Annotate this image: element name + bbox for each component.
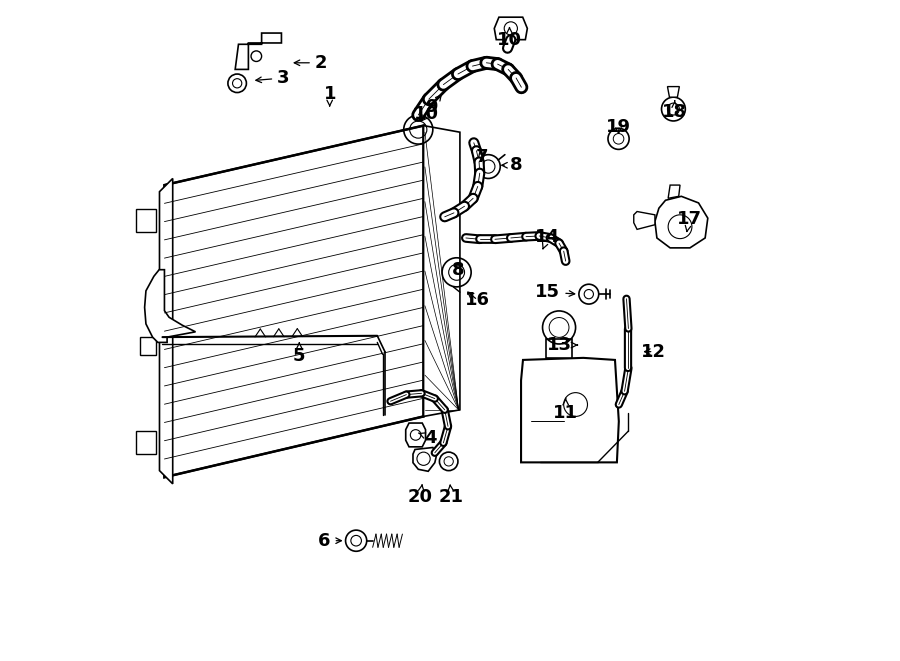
- Text: 6: 6: [319, 531, 341, 550]
- Text: 12: 12: [641, 342, 666, 361]
- Text: 16: 16: [465, 291, 491, 309]
- Text: 7: 7: [475, 148, 488, 167]
- Polygon shape: [413, 447, 436, 471]
- Polygon shape: [668, 87, 680, 97]
- Polygon shape: [137, 209, 157, 232]
- Text: 10: 10: [414, 104, 439, 123]
- Text: 21: 21: [439, 485, 464, 506]
- Polygon shape: [655, 196, 707, 248]
- Polygon shape: [159, 178, 173, 484]
- Text: 8: 8: [452, 260, 464, 279]
- Polygon shape: [235, 33, 282, 69]
- Polygon shape: [140, 336, 157, 355]
- Polygon shape: [634, 212, 655, 229]
- Text: 13: 13: [546, 336, 577, 354]
- Polygon shape: [137, 430, 157, 453]
- Text: 9: 9: [425, 95, 441, 116]
- Polygon shape: [521, 358, 619, 463]
- Text: 17: 17: [677, 210, 702, 231]
- Text: 20: 20: [408, 485, 433, 506]
- Text: 11: 11: [554, 399, 578, 422]
- Circle shape: [251, 51, 262, 61]
- Text: 4: 4: [418, 428, 436, 447]
- Text: 18: 18: [662, 100, 688, 122]
- Text: 8: 8: [502, 156, 522, 175]
- Polygon shape: [668, 185, 680, 198]
- Polygon shape: [494, 17, 527, 40]
- Polygon shape: [406, 423, 426, 447]
- Text: 1: 1: [323, 85, 336, 106]
- Text: 3: 3: [256, 69, 290, 87]
- Polygon shape: [545, 339, 572, 358]
- Text: 5: 5: [293, 343, 305, 365]
- Polygon shape: [165, 126, 424, 477]
- Text: 10: 10: [497, 28, 522, 49]
- Text: 19: 19: [606, 118, 631, 136]
- Polygon shape: [424, 126, 460, 416]
- Polygon shape: [145, 270, 195, 342]
- Text: 2: 2: [294, 54, 328, 72]
- Text: 14: 14: [536, 227, 561, 249]
- Text: 15: 15: [536, 283, 575, 301]
